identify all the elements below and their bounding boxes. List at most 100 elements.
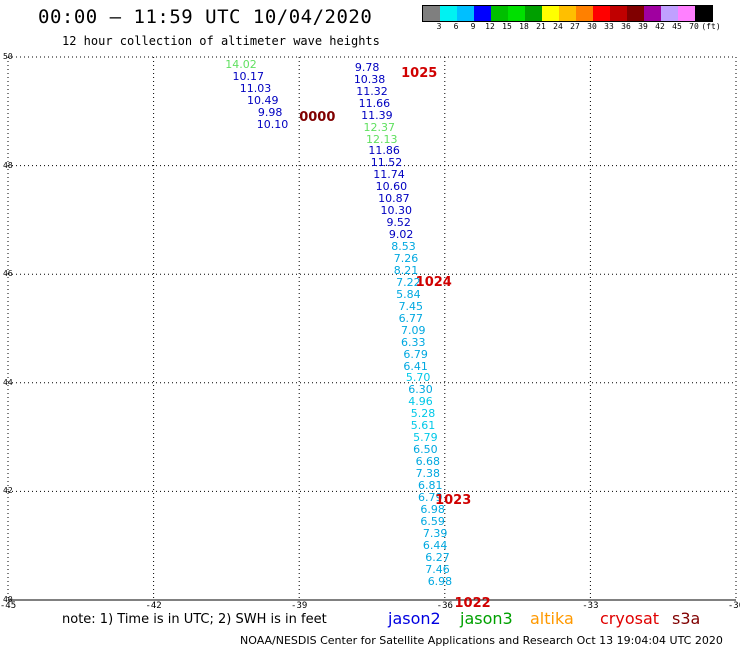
wave-height-label: 14.02 <box>225 58 257 72</box>
wave-height-label: 6.98 <box>427 574 453 588</box>
wave-height-label: 8.21 <box>393 263 419 277</box>
wave-height-label: 11.03 <box>239 82 272 96</box>
wave-height-label: 7.39 <box>422 526 448 540</box>
color-legend-label: 27 <box>570 22 580 31</box>
color-legend-label: 39 <box>638 22 648 31</box>
wave-height-label: 11.32 <box>356 84 388 98</box>
color-legend-label: 21 <box>536 22 546 31</box>
color-legend-label: 24 <box>553 22 563 31</box>
satellite-legend-altika: altika <box>530 609 574 628</box>
lon-tick-label: -39 <box>291 601 308 611</box>
color-legend-label: 6 <box>453 22 459 31</box>
color-swatch <box>661 6 678 21</box>
color-swatch <box>491 6 508 21</box>
wave-height-label: 7.26 <box>393 251 419 265</box>
color-legend-label: (ft) <box>701 22 721 31</box>
wave-height-label: 6.33 <box>401 335 426 349</box>
wave-height-label: 6.79 <box>417 490 443 504</box>
wave-height-label: 7.22 <box>396 275 421 289</box>
color-swatch <box>593 6 610 21</box>
wave-height-label: 7.09 <box>401 323 426 337</box>
wave-height-label: 9.52 <box>386 216 411 230</box>
satellite-legend-s3a: s3a <box>672 609 701 628</box>
color-legend-label: 15 <box>502 22 512 31</box>
wave-height-label: 10.30 <box>380 204 413 218</box>
wave-height-label: 10.60 <box>375 180 408 194</box>
wave-height-label: 7.38 <box>415 467 441 481</box>
color-swatch <box>627 6 644 21</box>
lon-tick-label: -45 <box>0 601 17 611</box>
wave-height-label: 11.74 <box>373 168 405 182</box>
color-swatch <box>695 6 712 21</box>
wave-height-label: 9.02 <box>388 228 414 242</box>
color-swatch <box>423 6 440 21</box>
wave-height-label: 9.78 <box>354 60 380 74</box>
wave-height-label: 6.59 <box>420 514 445 528</box>
lon-tick-label: -30 <box>727 601 740 611</box>
color-swatch <box>610 6 627 21</box>
wave-height-label: 10.49 <box>247 93 279 107</box>
wave-height-label: 7.45 <box>398 299 424 313</box>
color-swatch <box>440 6 457 21</box>
wave-height-label: 6.81 <box>417 478 443 492</box>
color-legend-label: 18 <box>519 22 529 31</box>
wave-height-label: 11.86 <box>368 144 400 158</box>
color-legend-label: 3 <box>436 22 442 31</box>
wave-height-label: 6.68 <box>415 455 441 469</box>
color-swatch <box>542 6 559 21</box>
wave-height-label: 5.84 <box>396 287 421 301</box>
map-subtitle: 12 hour collection of altimeter wave hei… <box>62 34 380 48</box>
wave-height-label: 6.27 <box>425 550 450 564</box>
satellite-legend-jason2: jason2 <box>388 609 441 628</box>
lat-tick-label: 42 <box>3 486 13 496</box>
lat-tick-label: 48 <box>3 160 13 170</box>
wave-height-label: 11.66 <box>358 96 391 110</box>
color-legend-label: 42 <box>655 22 665 31</box>
wave-height-label: 10.10 <box>256 117 289 131</box>
satellite-legend-jason3: jason3 <box>460 609 513 628</box>
pressure-label: 1024 <box>415 275 452 291</box>
wave-height-label: 5.28 <box>410 407 436 421</box>
wave-height-label: 7.46 <box>425 562 450 576</box>
wave-height-label: 12.37 <box>363 120 396 134</box>
lat-tick-label: 44 <box>3 377 13 387</box>
color-legend-label: 12 <box>485 22 495 31</box>
lon-tick-label: -42 <box>145 601 162 611</box>
color-legend-label: 33 <box>604 22 614 31</box>
wave-height-label: 6.30 <box>408 383 433 397</box>
wave-height-label: 6.41 <box>403 359 428 373</box>
color-legend-bar <box>422 5 713 22</box>
wave-height-label: 6.77 <box>398 311 424 325</box>
color-legend-label: 45 <box>672 22 682 31</box>
color-swatch <box>474 6 491 21</box>
color-swatch <box>508 6 525 21</box>
wave-height-label: 6.98 <box>420 502 445 516</box>
wave-height-label: 10.17 <box>232 70 264 84</box>
color-swatch <box>525 6 542 21</box>
pressure-label: 1022 <box>454 595 491 611</box>
pressure-label: 0000 <box>299 109 336 125</box>
lat-tick-label: 40 <box>3 595 13 604</box>
color-legend-label: 36 <box>621 22 631 31</box>
pressure-label: 1025 <box>401 66 438 82</box>
wave-height-label: 12.13 <box>365 132 398 146</box>
satellite-legend-cryosat: cryosat <box>600 609 660 628</box>
wave-height-label: 11.39 <box>361 108 393 122</box>
wave-height-label: 5.70 <box>405 371 431 385</box>
wave-height-label: 4.96 <box>408 395 433 409</box>
map-title: 00:00 – 11:59 UTC 10/04/2020 <box>38 6 373 28</box>
color-swatch <box>576 6 593 21</box>
wave-height-label: 6.50 <box>413 443 438 457</box>
wave-height-label: 5.79 <box>413 431 438 445</box>
lon-tick-label: -33 <box>582 601 599 611</box>
wave-height-label: 6.44 <box>422 538 448 552</box>
lat-tick-label: 46 <box>3 269 13 279</box>
wave-height-label: 10.87 <box>378 192 410 206</box>
lat-tick-label: 50 <box>3 52 13 61</box>
pressure-label: 1023 <box>435 492 472 508</box>
wave-height-label: 5.61 <box>410 419 436 433</box>
color-legend-label: 9 <box>470 22 476 31</box>
color-legend-label: 70 <box>689 22 699 31</box>
color-swatch <box>457 6 474 21</box>
